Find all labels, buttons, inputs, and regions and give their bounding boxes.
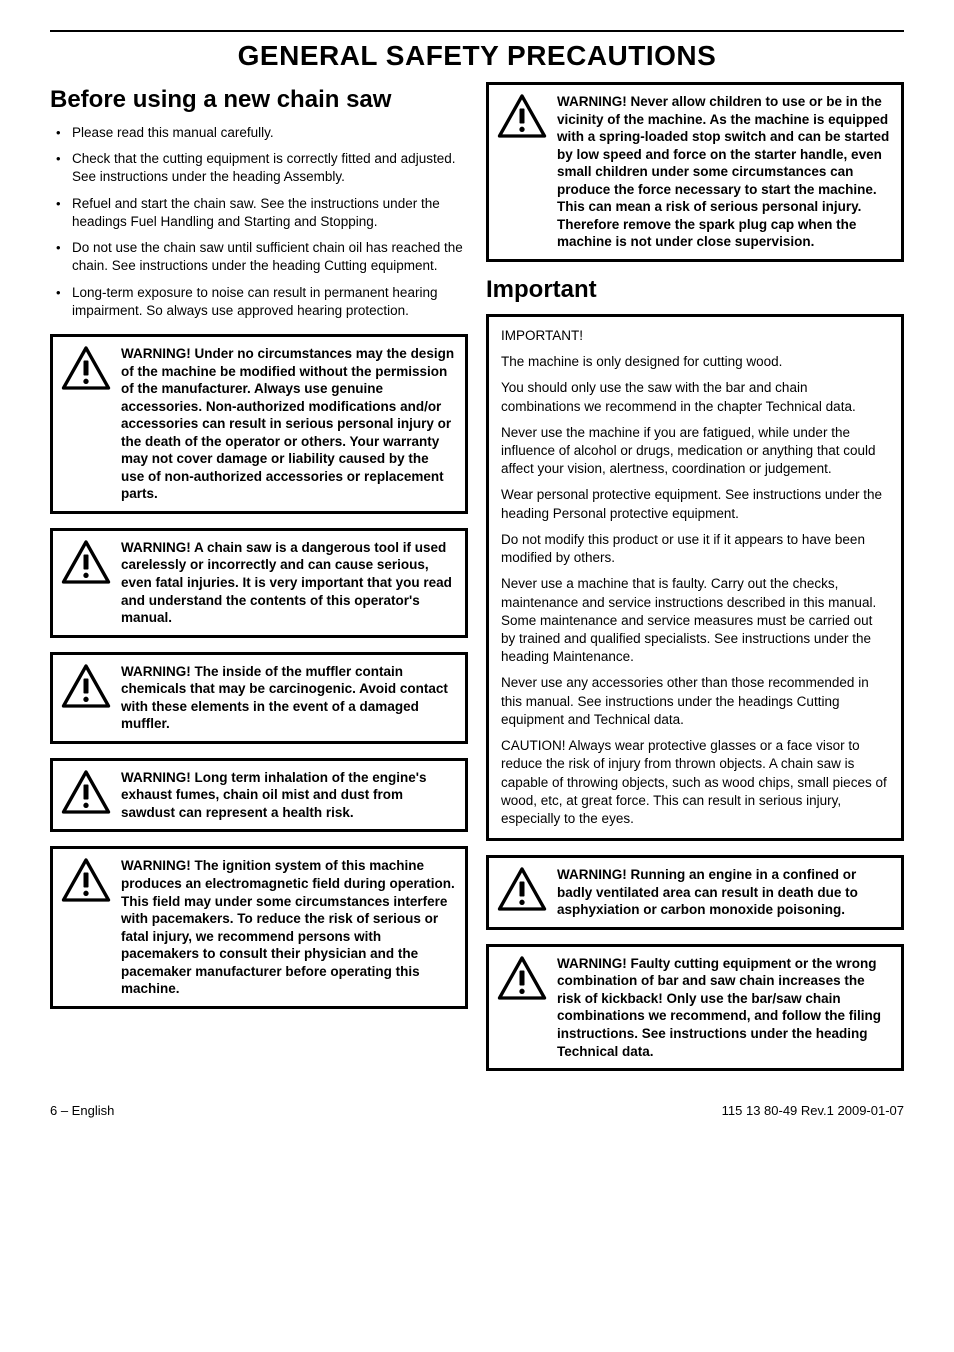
important-para: The machine is only designed for cutting… [501, 353, 889, 371]
bullet-list: Please read this manual carefully. Check… [50, 124, 468, 320]
page-footer: 6 – English 115 13 80-49 Rev.1 2009-01-0… [50, 1103, 904, 1118]
important-box: IMPORTANT! The machine is only designed … [486, 314, 904, 841]
footer-left: 6 – English [50, 1103, 114, 1118]
important-para: Never use a machine that is faulty. Carr… [501, 575, 889, 666]
warning-text: WARNING! Long term inhalation of the eng… [121, 769, 455, 822]
warning-triangle-icon [61, 345, 111, 391]
content-columns: Before using a new chain saw Please read… [50, 82, 904, 1085]
warning-triangle-icon [497, 955, 547, 1001]
warning-box: WARNING! The ignition system of this mac… [50, 846, 468, 1008]
list-item: Please read this manual carefully. [50, 124, 468, 142]
warning-text: WARNING! The inside of the muffler conta… [121, 663, 455, 733]
warning-triangle-icon [61, 539, 111, 585]
warning-text: WARNING! Faulty cutting equipment or the… [557, 955, 891, 1060]
left-column: Before using a new chain saw Please read… [50, 82, 468, 1085]
footer-right: 115 13 80-49 Rev.1 2009-01-07 [722, 1103, 904, 1118]
list-item: Do not use the chain saw until sufficien… [50, 239, 468, 275]
warning-text: WARNING! A chain saw is a dangerous tool… [121, 539, 455, 627]
warning-triangle-icon [61, 857, 111, 903]
warning-box: WARNING! Running an engine in a confined… [486, 855, 904, 930]
warning-triangle-icon [61, 663, 111, 709]
important-para: Wear personal protective equipment. See … [501, 486, 889, 522]
right-heading: Important [486, 276, 904, 304]
warning-box: WARNING! Faulty cutting equipment or the… [486, 944, 904, 1071]
list-item: Check that the cutting equipment is corr… [50, 150, 468, 186]
warning-text: WARNING! Running an engine in a confined… [557, 866, 891, 919]
important-para: CAUTION! Always wear protective glasses … [501, 737, 889, 828]
warning-text: WARNING! Never allow children to use or … [557, 93, 891, 251]
left-heading: Before using a new chain saw [50, 86, 468, 114]
list-item: Long-term exposure to noise can result i… [50, 284, 468, 320]
warning-triangle-icon [497, 866, 547, 912]
warning-text: WARNING! Under no circumstances may the … [121, 345, 455, 503]
warning-box: WARNING! Long term inhalation of the eng… [50, 758, 468, 833]
right-column: WARNING! Never allow children to use or … [486, 82, 904, 1085]
warning-text: WARNING! The ignition system of this mac… [121, 857, 455, 997]
warning-triangle-icon [61, 769, 111, 815]
important-head: IMPORTANT! [501, 327, 889, 345]
important-para: Never use the machine if you are fatigue… [501, 424, 889, 479]
page-title: GENERAL SAFETY PRECAUTIONS [50, 40, 904, 72]
important-para: Do not modify this product or use it if … [501, 531, 889, 567]
important-para: Never use any accessories other than tho… [501, 674, 889, 729]
top-rule [50, 30, 904, 32]
warning-box: WARNING! Never allow children to use or … [486, 82, 904, 262]
warning-box: WARNING! A chain saw is a dangerous tool… [50, 528, 468, 638]
list-item: Refuel and start the chain saw. See the … [50, 195, 468, 231]
warning-triangle-icon [497, 93, 547, 139]
warning-box: WARNING! The inside of the muffler conta… [50, 652, 468, 744]
important-para: You should only use the saw with the bar… [501, 379, 889, 415]
warning-box: WARNING! Under no circumstances may the … [50, 334, 468, 514]
